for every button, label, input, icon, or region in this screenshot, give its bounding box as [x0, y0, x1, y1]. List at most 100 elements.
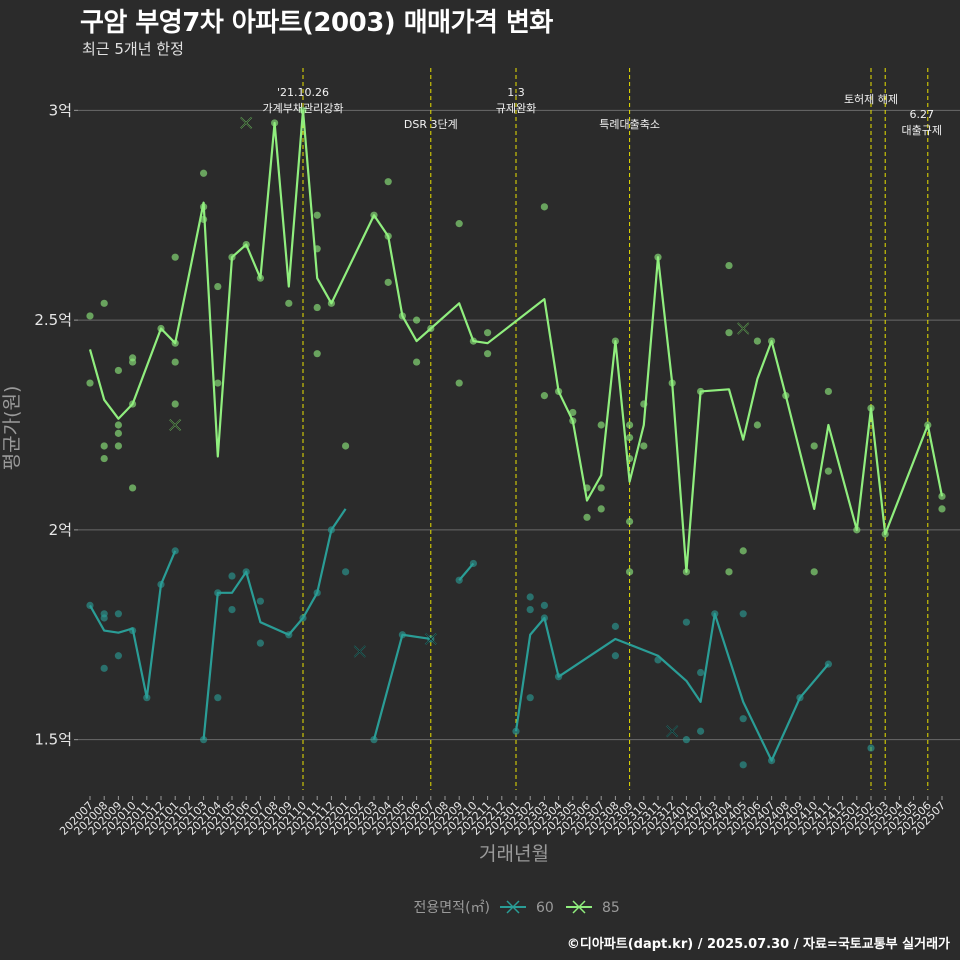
data-point: [114, 421, 122, 429]
y-tick-label: 2억: [49, 521, 72, 539]
data-point: [214, 379, 222, 387]
data-point: [342, 568, 350, 576]
data-point: [569, 408, 577, 417]
data-point: [129, 358, 137, 366]
event-label: 6.27: [910, 108, 935, 121]
data-point: [540, 392, 549, 400]
data-point: [597, 484, 605, 492]
data-point: [526, 593, 534, 601]
data-point: [342, 442, 350, 450]
legend-label: 85: [602, 900, 620, 916]
data-point: [86, 312, 94, 320]
data-point: [810, 568, 818, 576]
data-point: [583, 513, 591, 521]
event-markers: '21.10.26가계부채관리강화DSR 3단계1.3규제완화특례대출축소토허제…: [263, 68, 942, 790]
data-point: [384, 178, 392, 186]
legend-title: 전용면적(㎡): [414, 900, 490, 916]
data-point: [200, 169, 208, 177]
data-point: [626, 517, 634, 526]
event-label: 특례대출축소: [599, 118, 660, 131]
event-label: DSR 3단계: [404, 118, 458, 131]
event-label: 토허제 해제: [844, 92, 898, 106]
series-line: [88, 109, 944, 573]
grid-lines: [78, 109, 960, 741]
y-tick-label: 2.5억: [34, 311, 72, 329]
data-point: [228, 572, 236, 580]
series-85: [86, 106, 946, 576]
data-point: [114, 610, 122, 618]
data-point: [114, 652, 122, 660]
y-tick-label: 1.5억: [34, 731, 72, 749]
data-point: [455, 379, 463, 387]
data-point: [171, 400, 179, 408]
x-axis-ticks: 2020072020082020092020102020112020122021…: [57, 796, 948, 838]
cancelled-marker-outline: [240, 117, 252, 129]
data-point: [100, 664, 108, 672]
data-point: [526, 694, 534, 702]
data-point: [682, 736, 691, 744]
data-point: [256, 639, 264, 647]
event-label: 1.3: [507, 86, 525, 99]
data-point: [682, 618, 691, 626]
data-point: [725, 261, 733, 270]
data-point: [484, 350, 492, 358]
data-point: [100, 610, 108, 618]
data-point: [626, 568, 634, 576]
data-point: [725, 329, 733, 337]
data-point: [171, 253, 179, 261]
data-point: [526, 605, 534, 614]
chart-subtitle: 최근 5개년 한정: [82, 40, 184, 58]
data-point: [285, 299, 293, 307]
legend-key-marker: [506, 900, 520, 914]
data-point: [256, 597, 264, 605]
legend-label: 60: [536, 900, 554, 916]
data-point: [753, 337, 762, 345]
data-point: [540, 601, 549, 610]
data-point: [597, 421, 605, 429]
data-point: [867, 744, 875, 752]
data-point: [129, 484, 137, 492]
data-point: [810, 442, 818, 450]
data-point: [725, 568, 733, 576]
data-point: [313, 211, 321, 219]
data-point: [413, 358, 421, 366]
data-point: [100, 299, 108, 307]
event-label: 규제완화: [496, 102, 536, 115]
chart-caption: ©디아파트(dapt.kr) / 2025.07.30 / 자료=국토교통부 실…: [566, 937, 950, 952]
data-point: [114, 442, 122, 450]
data-point: [313, 350, 321, 358]
y-axis-title: 평균가(원): [1, 386, 23, 471]
data-point: [114, 429, 122, 437]
data-point: [540, 203, 549, 211]
series-60: [86, 508, 875, 769]
data-point: [611, 652, 620, 660]
series-line: [458, 562, 475, 581]
event-label: '21.10.26: [277, 86, 329, 99]
y-axis-ticks: 1.5억 2억 2.5억 3억: [34, 101, 78, 749]
data-point: [611, 622, 620, 630]
data-point: [384, 278, 392, 286]
series-line: [202, 508, 347, 740]
data-point: [114, 366, 122, 375]
data-point: [413, 316, 421, 324]
cancelled-marker-outline: [169, 419, 181, 431]
data-point: [214, 282, 222, 291]
data-point: [824, 467, 833, 475]
data-point: [171, 358, 179, 366]
data-point: [739, 547, 747, 555]
data-point: [455, 220, 463, 228]
data-point: [739, 610, 747, 618]
y-tick-label: 3억: [49, 101, 72, 119]
cancelled-marker-outline: [354, 645, 366, 658]
data-point: [626, 421, 634, 429]
series-line: [372, 633, 431, 740]
chart-title: 구암 부영7차 아파트(2003) 매매가격 변화: [80, 8, 553, 38]
data-point: [938, 505, 946, 513]
data-point: [214, 694, 222, 702]
data-point: [753, 421, 762, 429]
series-line: [89, 550, 177, 699]
series-line: [514, 612, 830, 762]
cancelled-marker-outline: [425, 633, 437, 645]
data-point: [86, 379, 94, 387]
